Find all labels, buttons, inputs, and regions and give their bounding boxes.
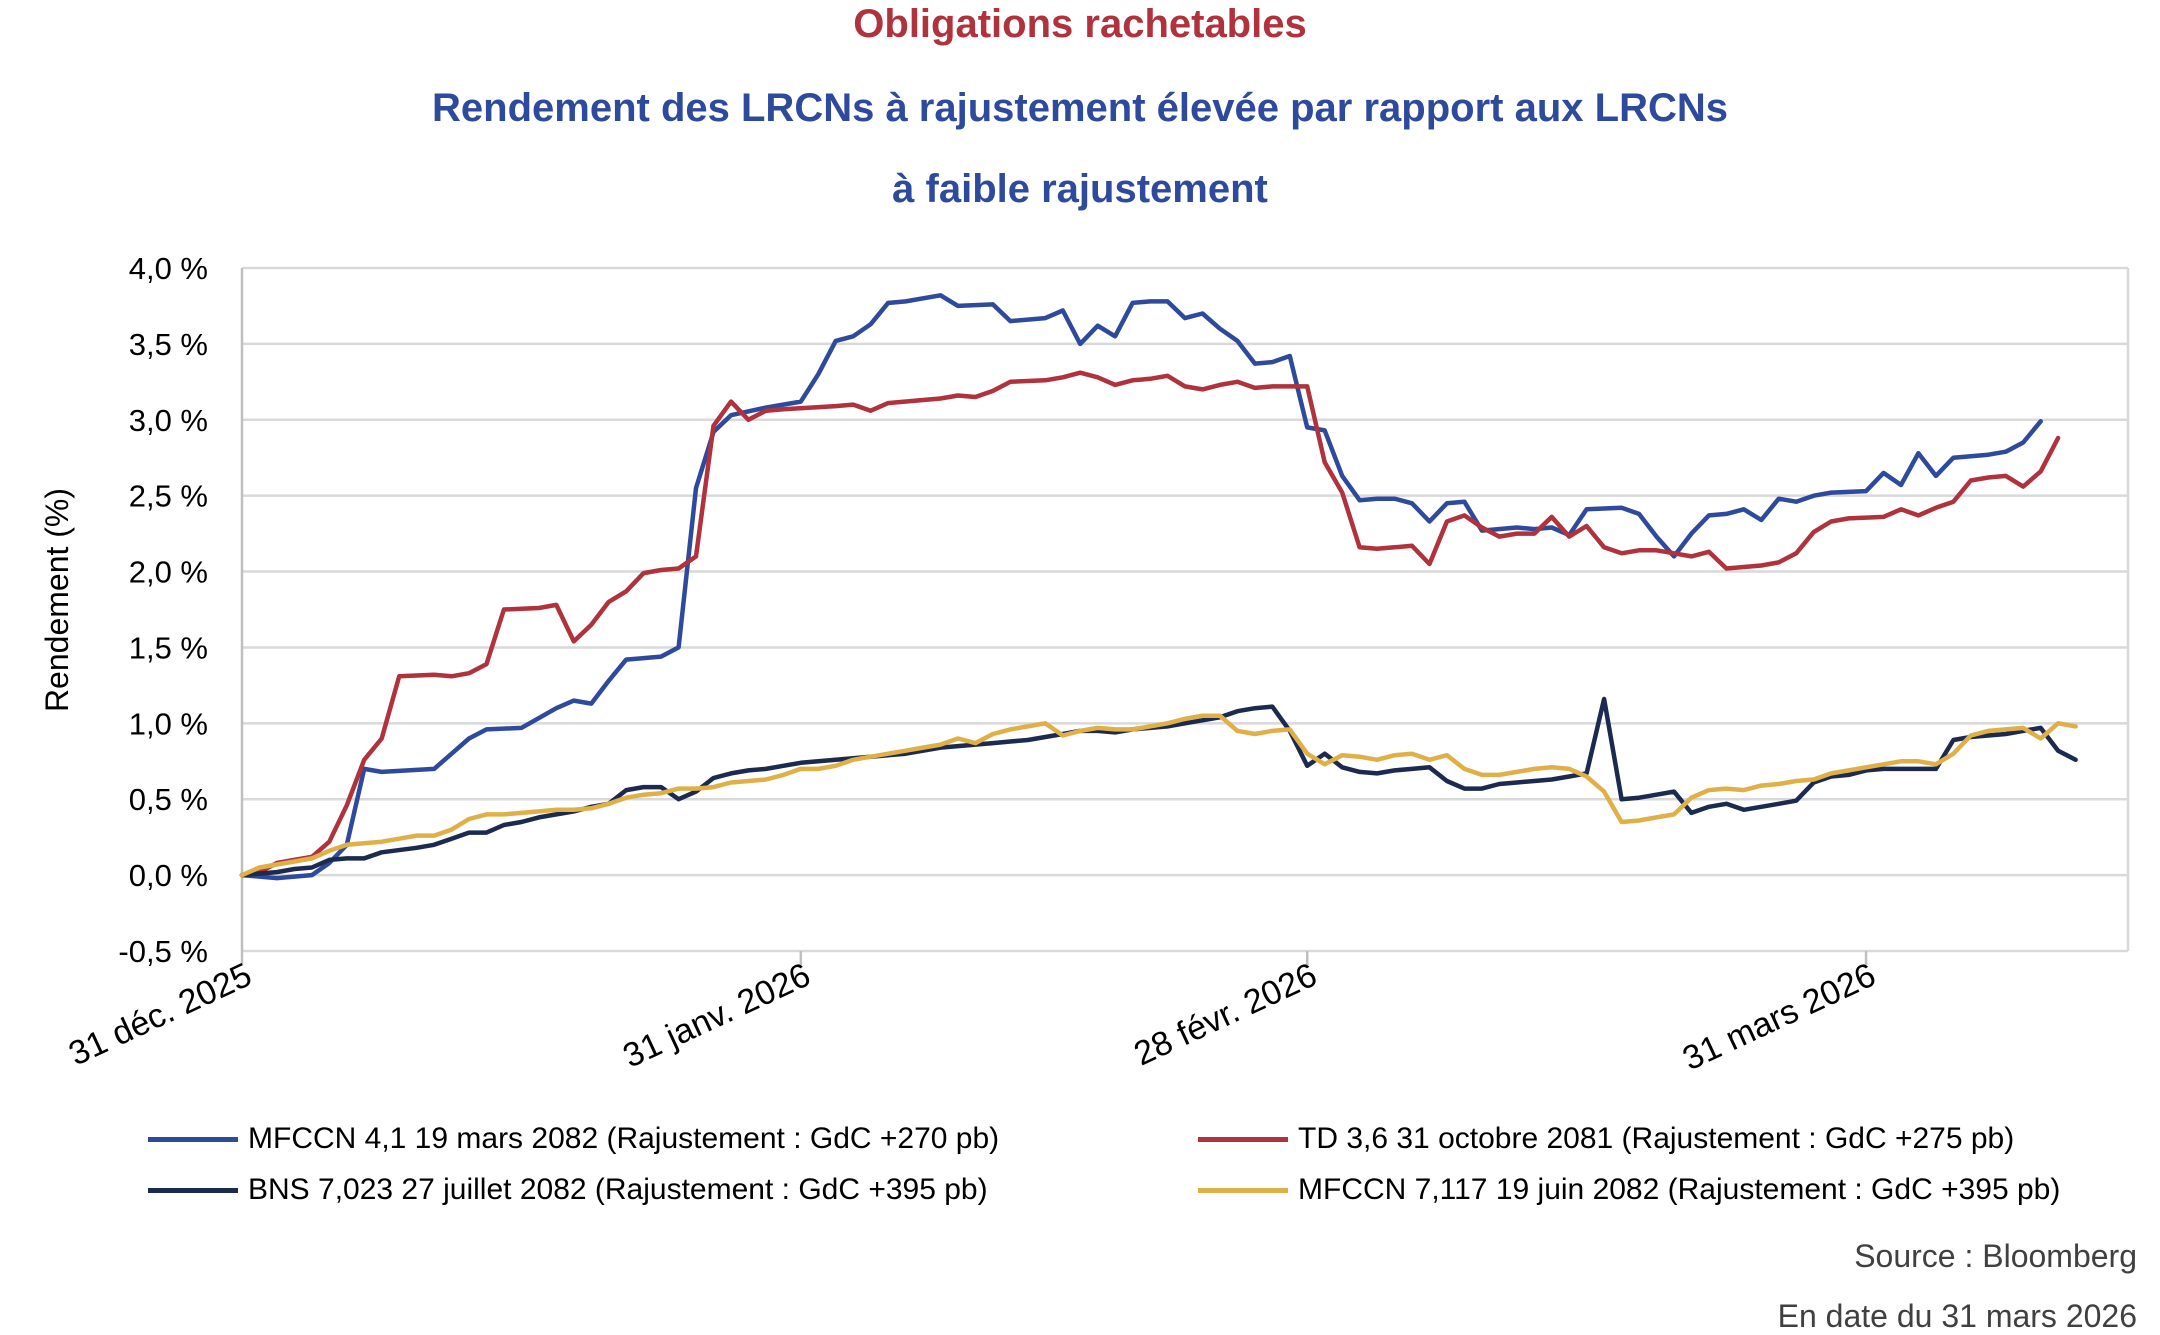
legend-item-mfccn-4-1: MFCCN 4,1 19 mars 2082 (Rajustement : Gd…: [148, 1122, 999, 1156]
legend-label: MFCCN 7,117 19 juin 2082 (Rajustement : …: [1298, 1173, 2061, 1206]
legend-swatch: [148, 1187, 238, 1193]
y-tick-label: 1,0 %: [129, 706, 208, 741]
series-line-1: [239, 370, 2061, 878]
legend-label: MFCCN 4,1 19 mars 2082 (Rajustement : Gd…: [248, 1122, 1000, 1155]
x-tick-label: 31 janv. 2026: [617, 956, 816, 1076]
legend-label: TD 3,6 31 octobre 2081 (Rajustement : Gd…: [1298, 1122, 2015, 1155]
legend-swatch: [1198, 1136, 1288, 1142]
x-axis-tick-labels: 31 déc. 2025 31 janv. 2026 28 févr. 2026 31…: [63, 956, 1881, 1078]
source-note: Source : Bloomberg: [1854, 1238, 2137, 1274]
y-tick-label: 0,5 %: [129, 782, 208, 817]
y-tick-label: 4,0 %: [129, 251, 208, 286]
x-axis: [240, 268, 1868, 965]
legend-swatch: [1198, 1187, 1288, 1193]
x-tick-label: 31 déc. 2025: [63, 956, 257, 1074]
series-lines: [239, 293, 2078, 881]
y-tick-label: 2,5 %: [129, 479, 208, 514]
y-tick-label: 0,0 %: [129, 858, 208, 893]
x-tick-label: 31 mars 2026: [1677, 956, 1881, 1078]
y-tick-label: 3,5 %: [129, 327, 208, 362]
legend-swatch: [148, 1136, 238, 1142]
as-of-date: En date du 31 mars 2026: [1777, 1298, 2137, 1334]
chart-subtitle-line2: à faible rajustement: [892, 167, 1268, 211]
legend-label: BNS 7,023 27 juillet 2082 (Rajustement :…: [248, 1173, 988, 1206]
series-line-0: [239, 293, 2043, 881]
y-axis-label: Rendement (%): [39, 488, 75, 712]
chart-title: Obligations rachetables: [853, 2, 1307, 46]
legend-item-bns-7-023: BNS 7,023 27 juillet 2082 (Rajustement :…: [148, 1173, 988, 1207]
chart-subtitle-line1: Rendement des LRCNs à rajustement élevée…: [432, 86, 1728, 130]
y-axis-ticks: -0,5 % 0,0 % 0,5 % 1,0 % 1,5 % 2,0 % 2,5 % 3,0 …: [118, 251, 208, 969]
series-line-3: [239, 713, 2078, 878]
legend-item-mfccn-7-117: MFCCN 7,117 19 juin 2082 (Rajustement : …: [1198, 1173, 2060, 1207]
x-tick-label: 28 févr. 2026: [1128, 956, 1322, 1074]
y-tick-label: 2,0 %: [129, 555, 208, 590]
y-tick-label: -0,5 %: [118, 934, 208, 969]
y-tick-label: 1,5 %: [129, 630, 208, 665]
legend-item-td-3-6: TD 3,6 31 octobre 2081 (Rajustement : Gd…: [1198, 1122, 2014, 1156]
y-tick-label: 3,0 %: [129, 403, 208, 438]
